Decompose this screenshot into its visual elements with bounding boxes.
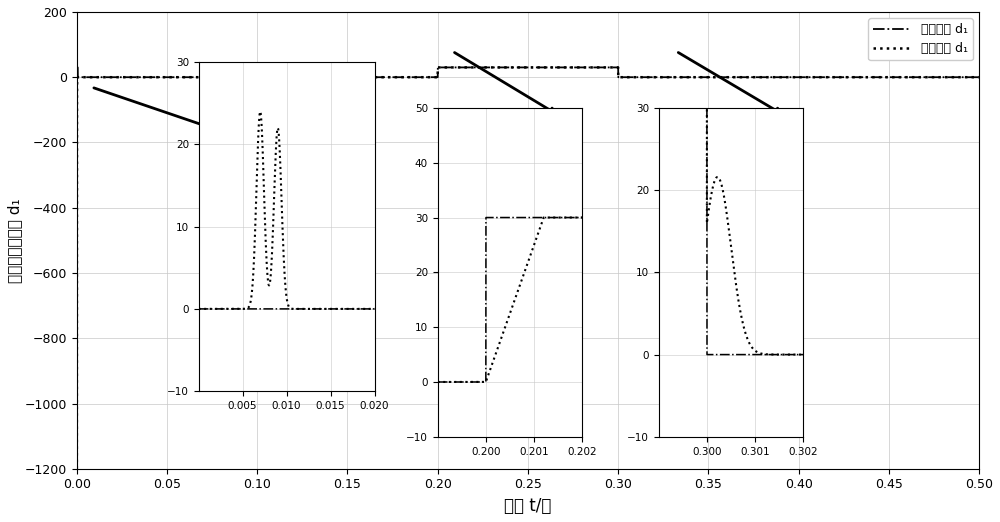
- Line: 干扰估计 d₁: 干扰估计 d₁: [77, 67, 979, 469]
- 干扰估计 d₁: [177, 74, 189, 80]
- 干扰估计 d₁: [947, 74, 959, 80]
- 干扰估计 d₁: [738, 74, 750, 80]
- 干扰估计 d₁: [476, 64, 488, 70]
- 实际干扰 d₁: [71, 64, 83, 70]
- 实际干扰 d₁: [72, 74, 84, 80]
- X-axis label: 时间 t/秒: 时间 t/秒: [504, 497, 552, 515]
- 干扰估计 d₁: [263, 74, 275, 80]
- 干扰估计 d₁: [71, 466, 83, 472]
- 实际干扰 d₁: [738, 74, 750, 80]
- Line: 实际干扰 d₁: 实际干扰 d₁: [77, 67, 979, 77]
- Legend: 实际干扰 d₁, 干扰估计 d₁: 实际干扰 d₁, 干扰估计 d₁: [868, 18, 973, 61]
- 实际干扰 d₁: [263, 74, 275, 80]
- 实际干扰 d₁: [124, 74, 136, 80]
- 干扰估计 d₁: [432, 64, 444, 70]
- 实际干扰 d₁: [177, 74, 189, 80]
- 干扰估计 d₁: [124, 74, 136, 80]
- 干扰估计 d₁: [973, 74, 985, 80]
- Y-axis label: 不匹配干扰估计 d₁: 不匹配干扰估计 d₁: [7, 198, 22, 283]
- 实际干扰 d₁: [973, 74, 985, 80]
- 实际干扰 d₁: [476, 64, 488, 70]
- 实际干扰 d₁: [947, 74, 959, 80]
